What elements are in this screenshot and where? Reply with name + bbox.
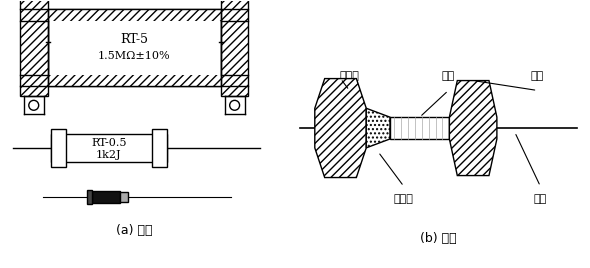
Bar <box>92 191 120 203</box>
Bar <box>221 0 248 96</box>
Bar <box>48 75 221 87</box>
Text: 帽盖: 帽盖 <box>531 70 544 81</box>
Text: 瓷棒: 瓷棒 <box>442 70 455 81</box>
Bar <box>51 134 168 162</box>
Text: RT-0.5: RT-0.5 <box>91 138 127 148</box>
Polygon shape <box>450 81 497 176</box>
Bar <box>48 9 221 87</box>
Bar <box>87 190 92 204</box>
Text: RT-5: RT-5 <box>120 34 148 46</box>
Text: 保护漆: 保护漆 <box>339 70 359 81</box>
Bar <box>390 117 450 139</box>
Text: (a) 外形: (a) 外形 <box>116 225 153 237</box>
Bar <box>51 129 67 167</box>
Bar <box>120 192 128 202</box>
Polygon shape <box>366 108 390 148</box>
Text: 引线: 引线 <box>534 194 547 204</box>
Bar <box>48 9 221 87</box>
Text: 碳膜层: 碳膜层 <box>394 194 414 204</box>
Bar <box>20 0 48 96</box>
Text: 1.5MΩ±10%: 1.5MΩ±10% <box>98 51 171 61</box>
Text: (b) 结构: (b) 结构 <box>420 232 457 245</box>
Bar <box>20 0 48 96</box>
Bar <box>152 129 168 167</box>
Bar <box>221 0 248 96</box>
Bar <box>48 9 221 21</box>
Bar <box>48 9 221 21</box>
Polygon shape <box>315 79 366 177</box>
Text: 1k2J: 1k2J <box>96 150 122 160</box>
Bar <box>48 75 221 87</box>
